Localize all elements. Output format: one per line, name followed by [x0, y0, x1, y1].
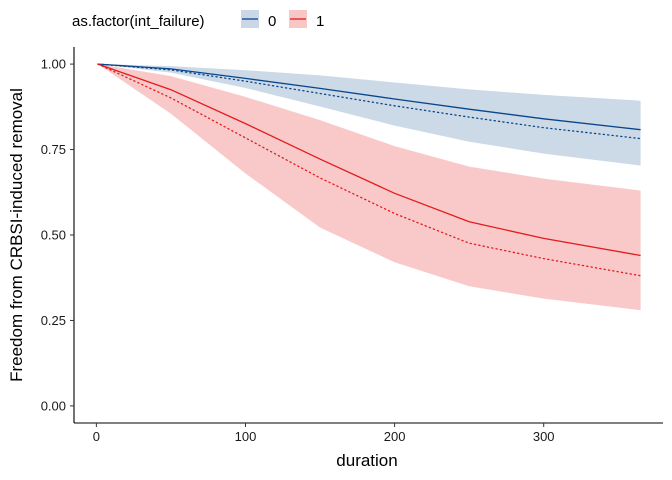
x-tick-label: 200 [384, 429, 406, 444]
y-axis-title: Freedom from CRBSI-induced removal [7, 88, 26, 382]
legend: as.factor(int_failure) 0 1 [72, 10, 324, 30]
survival-curve-0 [97, 63, 641, 131]
y-tick-label: 0.25 [41, 313, 66, 328]
x-tick-label: 100 [235, 429, 257, 444]
y-tick-label: 0.50 [41, 228, 66, 243]
legend-label: 0 [268, 13, 276, 30]
y-tick-label: 0.00 [41, 398, 66, 413]
x-tick-label: 300 [533, 429, 555, 444]
legend-entry-0: 0 [241, 10, 276, 30]
y-tick-label: 1.00 [41, 57, 66, 72]
survival-curve-1 [97, 63, 641, 257]
confidence-band-1 [97, 64, 641, 311]
axes: 0 100 200 300 0.00 0.25 0.50 0.75 1.00 [41, 47, 663, 444]
dotted-curve-1 [97, 63, 642, 277]
x-axis-title: duration [336, 451, 397, 470]
y-tick-label: 0.75 [41, 142, 66, 157]
legend-label: 1 [316, 13, 324, 30]
legend-entry-1: 1 [289, 10, 324, 30]
legend-title: as.factor(int_failure) [72, 13, 205, 30]
confidence-band-0 [97, 64, 641, 166]
x-tick-label: 0 [93, 429, 100, 444]
